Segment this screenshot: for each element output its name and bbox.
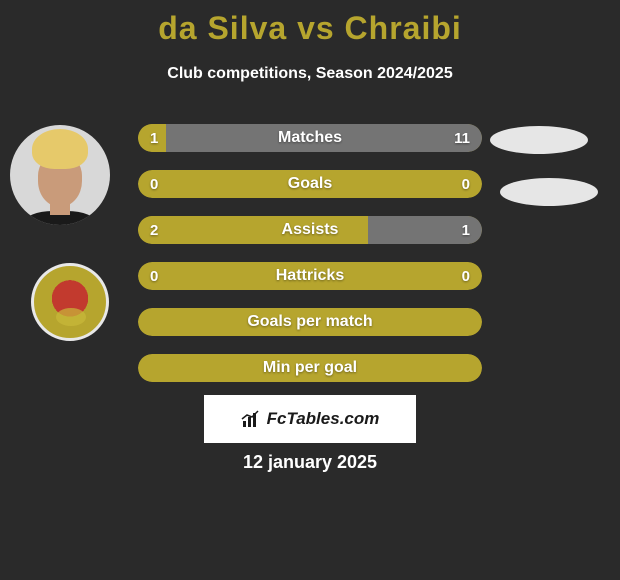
stats-bars: 111Matches 00Goals 21Assists 00Hattricks Goa… xyxy=(138,124,482,400)
brand-box: FcTables.com xyxy=(204,395,416,443)
stat-label: Goals xyxy=(138,170,482,198)
comparison-subtitle: Club competitions, Season 2024/2025 xyxy=(0,65,620,83)
stat-bar-row: Min per goal xyxy=(138,354,482,382)
brand-text: FcTables.com xyxy=(267,409,380,429)
brand-chart-icon xyxy=(241,409,261,429)
player-right-club-badge xyxy=(20,260,120,344)
stat-label: Goals per match xyxy=(138,308,482,336)
stat-label: Min per goal xyxy=(138,354,482,382)
stat-label: Hattricks xyxy=(138,262,482,290)
stat-label: Matches xyxy=(138,124,482,152)
stat-bar-row: Goals per match xyxy=(138,308,482,336)
comparison-date: 12 january 2025 xyxy=(0,452,620,473)
decorative-ellipse-right-2 xyxy=(500,178,598,206)
stat-bar-row: 00Hattricks xyxy=(138,262,482,290)
stat-bar-row: 21Assists xyxy=(138,216,482,244)
comparison-title: da Silva vs Chraibi xyxy=(0,0,620,47)
decorative-ellipse-right-1 xyxy=(490,126,588,154)
stat-label: Assists xyxy=(138,216,482,244)
stat-bar-row: 111Matches xyxy=(138,124,482,152)
player-left-avatar xyxy=(10,125,110,225)
stat-bar-row: 00Goals xyxy=(138,170,482,198)
